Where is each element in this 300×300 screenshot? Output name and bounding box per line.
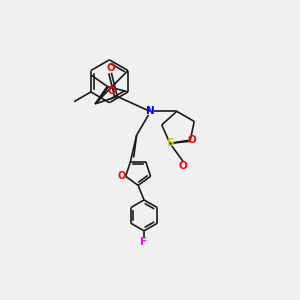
Text: N: N	[146, 106, 154, 116]
Text: O: O	[107, 63, 116, 73]
Text: S: S	[166, 138, 174, 148]
Text: O: O	[107, 86, 116, 96]
Text: O: O	[188, 135, 196, 146]
Text: F: F	[140, 237, 148, 247]
Text: O: O	[179, 161, 188, 171]
Text: O: O	[117, 171, 125, 181]
